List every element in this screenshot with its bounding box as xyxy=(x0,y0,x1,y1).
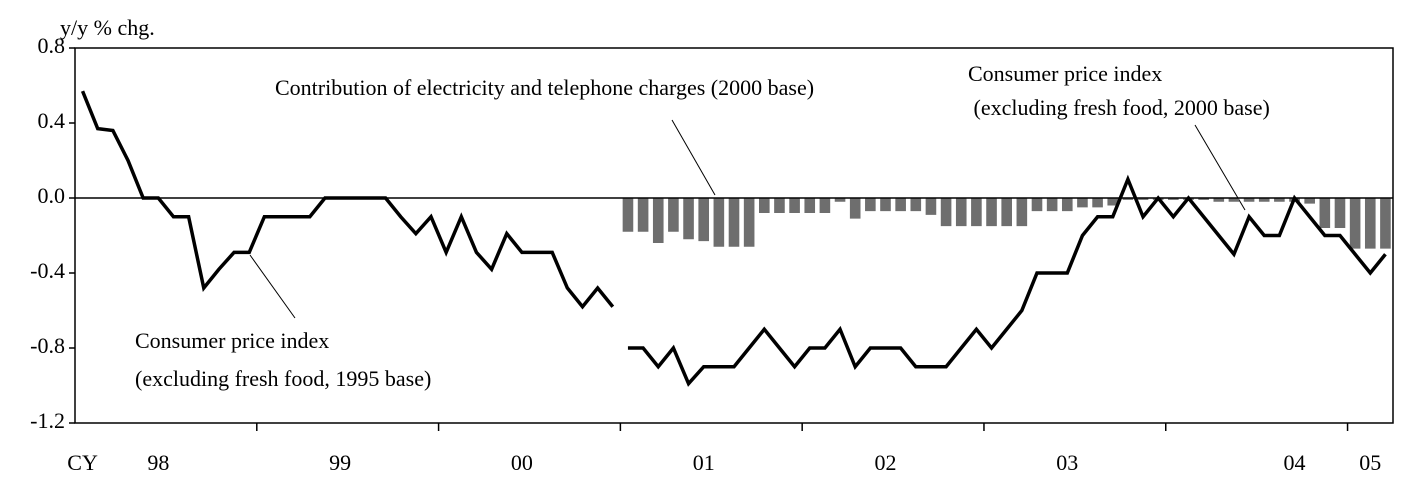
bar xyxy=(637,198,649,232)
bar xyxy=(1122,198,1134,200)
bar xyxy=(698,198,710,242)
line xyxy=(627,174,1387,387)
leader-line xyxy=(671,119,716,196)
x-tick-label: 00 xyxy=(511,450,533,475)
bar xyxy=(1137,198,1149,200)
bar xyxy=(652,198,664,243)
bar xyxy=(1001,198,1012,227)
bar xyxy=(971,198,982,227)
bar xyxy=(683,198,694,240)
bar xyxy=(819,198,831,213)
x-tick-label: 99 xyxy=(329,450,351,475)
y-tick-label: 0.0 xyxy=(38,183,66,208)
annotation: (excluding fresh food, 2000 base) xyxy=(968,95,1270,120)
bar xyxy=(910,198,922,212)
x-tick-label: CY xyxy=(67,450,98,475)
annotation: Contribution of electricity and telephon… xyxy=(275,75,814,100)
x-tick-label: 03 xyxy=(1056,450,1078,475)
leader-line xyxy=(1194,124,1246,211)
x-tick-label: 02 xyxy=(874,450,896,475)
bar xyxy=(895,198,906,212)
annotation: Consumer price index xyxy=(135,328,329,353)
y-axis-label: y/y % chg. xyxy=(60,15,155,40)
bar xyxy=(1304,198,1315,204)
bar xyxy=(834,198,846,202)
bar xyxy=(1168,198,1179,200)
bar xyxy=(1364,198,1376,249)
bar xyxy=(1016,198,1028,227)
bar xyxy=(622,198,634,232)
bar xyxy=(804,198,816,213)
bar xyxy=(955,198,967,227)
y-tick-label: -0.4 xyxy=(30,258,65,283)
y-tick-label: -0.8 xyxy=(30,333,65,358)
x-tick-label: 01 xyxy=(693,450,715,475)
bar xyxy=(758,198,770,213)
bar xyxy=(789,198,800,213)
plot-frame xyxy=(74,47,1394,424)
bar xyxy=(1274,198,1285,202)
x-tick-label: 04 xyxy=(1284,450,1306,475)
x-tick-label: 98 xyxy=(147,450,169,475)
bar xyxy=(880,198,891,212)
line xyxy=(80,90,615,310)
bar xyxy=(1198,198,1209,200)
bar xyxy=(1077,198,1088,208)
bar xyxy=(1228,198,1240,202)
bar xyxy=(865,198,876,212)
bar xyxy=(713,198,725,247)
bar xyxy=(940,198,952,227)
bar xyxy=(1258,198,1270,202)
bar xyxy=(1213,198,1225,202)
bar xyxy=(1380,198,1391,249)
bar xyxy=(774,198,785,213)
bar xyxy=(925,198,937,215)
leader-line xyxy=(249,254,296,319)
bar xyxy=(849,198,861,219)
bar xyxy=(743,198,755,247)
bar xyxy=(1319,198,1331,228)
y-tick-label: 0.8 xyxy=(38,33,66,58)
bar xyxy=(1061,198,1073,212)
bar xyxy=(1092,198,1103,208)
y-tick-label: -1.2 xyxy=(30,408,65,433)
bar xyxy=(986,198,997,227)
bar xyxy=(1349,198,1361,249)
bar xyxy=(1243,198,1255,202)
x-tick-label: 05 xyxy=(1359,450,1381,475)
bar xyxy=(668,198,679,232)
bar xyxy=(1046,198,1058,212)
bar xyxy=(728,198,740,247)
bar xyxy=(1107,198,1119,206)
annotation: Consumer price index xyxy=(968,61,1162,86)
bar xyxy=(1334,198,1346,228)
bar xyxy=(1031,198,1043,212)
annotation: (excluding fresh food, 1995 base) xyxy=(135,366,431,391)
y-tick-label: 0.4 xyxy=(38,108,66,133)
